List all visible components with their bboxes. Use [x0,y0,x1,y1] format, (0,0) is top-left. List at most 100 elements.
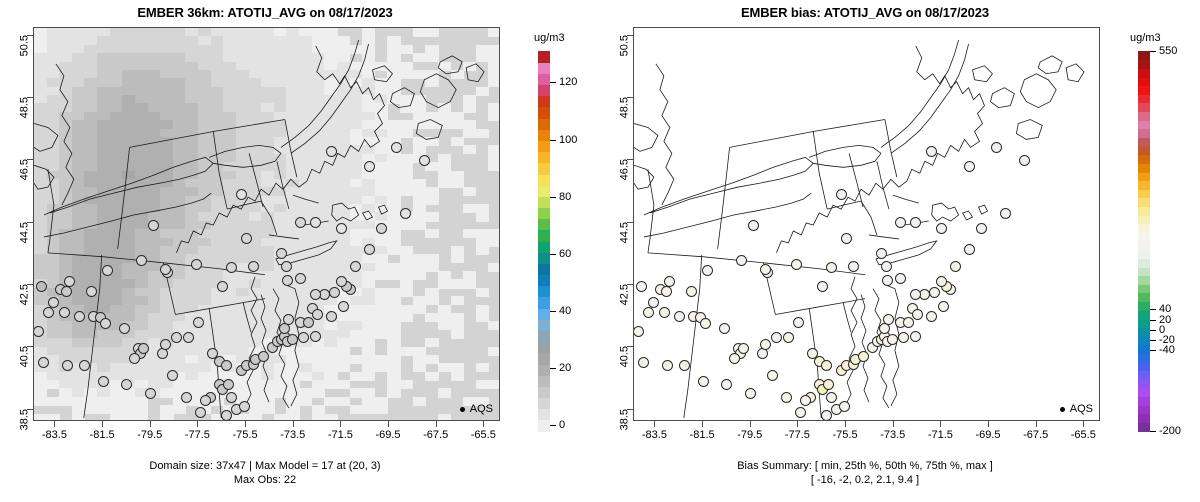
raster-cell [450,120,464,130]
raster-cell [71,346,86,356]
colorbar-segment [1138,68,1150,78]
raster-cell [84,321,98,331]
colorbar-segment [1138,197,1150,208]
raster-cell [273,296,288,306]
raster-cell [46,78,60,88]
raster-cell [336,262,351,272]
raster-cell [34,321,48,331]
raster-cell [109,329,124,339]
raster-cell [286,170,300,180]
raster-cell [46,111,60,121]
raster-cell [122,136,136,147]
raster-cell [273,371,288,381]
colorbar-tick-mark [550,368,556,370]
raster-cell [412,363,426,373]
raster-cell [34,187,48,197]
raster-cell [400,262,414,272]
aqs-monitor-marker [935,276,947,288]
raster-cell [46,262,60,272]
raster-cell [324,61,338,71]
raster-cell [299,44,313,54]
aqs-monitor-marker [121,379,133,391]
raster-cell [84,162,98,172]
raster-cell [299,187,313,197]
raster-cell [97,304,111,314]
raster-cell [97,237,111,247]
raster-cell [311,136,325,147]
raster-cell [134,204,149,214]
raster-cell [210,204,224,214]
raster-cell [122,388,136,398]
panel-bias-plot-area: AQS [633,27,1100,421]
raster-cell [147,69,161,79]
raster-cell [387,237,401,247]
raster-cell [185,380,199,390]
raster-cell [286,103,300,113]
raster-cell [198,111,212,121]
raster-cell [223,136,237,147]
raster-cell [235,53,250,63]
raster-cell [134,413,149,420]
raster-cell [299,304,313,314]
raster-cell [311,371,325,381]
raster-cell [248,61,262,71]
raster-cell [122,237,136,247]
raster-cell [286,212,300,222]
aqs-monitor-marker [159,263,171,275]
y-tick-label: 38.5 [618,408,630,430]
raster-cell [324,128,338,138]
raster-cell [34,128,48,138]
panel-model-y-axis: 38.5 40.5 42.5 44.5 46.5 48.5 50.5 [0,27,33,430]
raster-cell [362,178,376,188]
raster-cell [147,187,161,197]
raster-cell [147,346,161,356]
raster-cell [147,212,161,222]
raster-cell [122,36,136,46]
raster-cell [59,69,73,79]
raster-cell [71,145,86,155]
raster-cell [336,69,351,79]
raster-cell [84,380,98,390]
raster-cell [122,346,136,356]
colorbar-segment [538,51,550,63]
raster-cell [311,103,325,113]
raster-cell [46,271,60,281]
aqs-monitor-marker [78,360,90,372]
raster-cell [362,254,376,264]
raster-cell [273,271,288,281]
raster-cell [362,145,376,155]
raster-cell [109,170,124,180]
raster-cell [122,103,136,113]
raster-cell [387,354,401,364]
aqs-monitor-marker [216,281,228,292]
raster-cell [109,405,124,415]
raster-cell [59,178,73,188]
raster-cell [311,28,325,38]
raster-cell [286,321,300,331]
raster-cell [248,271,262,281]
raster-cell [223,245,237,256]
raster-cell [286,363,300,373]
raster-cell [71,296,86,306]
aqs-monitor-marker [297,332,309,344]
raster-cell [299,220,313,230]
raster-cell [210,78,224,88]
raster-cell [34,271,48,281]
raster-cell [311,195,325,205]
raster-cell [261,111,275,121]
raster-cell [84,178,98,188]
y-tick-label: 50.5 [18,34,30,57]
raster-cell [235,313,250,323]
aqs-monitor-marker [747,220,759,232]
raster-cell [286,346,300,356]
aqs-monitor-marker [42,307,54,319]
raster-cell [160,69,174,79]
raster-cell [160,195,174,205]
raster-cell [172,195,187,205]
aqs-monitor-marker [858,351,870,363]
raster-cell [362,287,376,297]
aqs-monitor-marker [309,217,321,229]
raster-cell [172,338,187,348]
raster-cell [235,220,250,230]
colorbar-segment [538,106,550,119]
